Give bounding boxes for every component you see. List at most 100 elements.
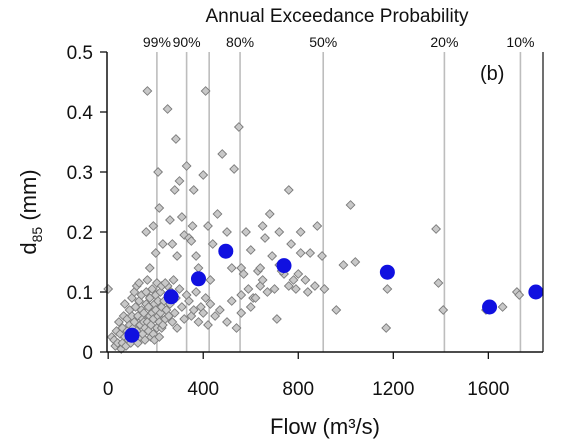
observed-point — [302, 287, 313, 297]
y-tick-label: 0 — [82, 343, 93, 364]
observed-point — [187, 221, 198, 231]
y-tick-label: 0.1 — [67, 283, 93, 304]
observed-point — [433, 278, 444, 288]
observed-point — [172, 251, 183, 261]
observed-point — [300, 275, 311, 285]
observed-point — [382, 284, 393, 294]
observed-point — [157, 239, 168, 249]
observed-point — [174, 176, 185, 186]
observed-point — [193, 263, 204, 273]
observed-point — [245, 302, 256, 312]
observed-point — [305, 248, 316, 258]
observed-point — [257, 275, 268, 285]
observed-point — [169, 185, 180, 195]
observed-point — [176, 302, 187, 312]
observed-point — [200, 293, 211, 303]
observed-point — [193, 317, 204, 327]
observed-point — [295, 248, 306, 258]
observed-point — [160, 278, 171, 288]
mean-point — [163, 289, 179, 305]
observed-point — [176, 212, 187, 222]
x-axis-label: Flow (m³/s) — [270, 414, 380, 439]
probability-label: 50% — [309, 34, 337, 50]
observed-point — [309, 281, 320, 291]
observed-point — [191, 251, 202, 261]
y-axis-label: d85 (mm) — [16, 169, 45, 254]
observed-point — [153, 167, 164, 177]
observed-point — [226, 263, 237, 273]
x-tick-label: 0 — [103, 379, 114, 400]
observed-point — [154, 203, 165, 213]
observed-point — [165, 215, 175, 225]
mean-points — [124, 243, 544, 343]
observed-point — [174, 284, 185, 294]
y-axis-ticks: 0 0.1 0.2 0.3 0.4 0.5 — [67, 43, 107, 364]
probability-label: 80% — [226, 34, 254, 50]
observed-point — [205, 275, 216, 285]
x-tick-label: 1600 — [467, 379, 509, 400]
observed-point — [319, 284, 330, 294]
observed-point — [345, 200, 356, 210]
observed-point — [154, 332, 165, 342]
observed-point — [250, 293, 261, 303]
observed-point — [290, 284, 301, 294]
observed-point — [226, 296, 237, 306]
observed-point — [150, 248, 161, 258]
x-tick-label: 1200 — [372, 379, 414, 400]
observed-point — [203, 221, 213, 231]
observed-point — [179, 314, 190, 324]
observed-point — [198, 308, 209, 318]
observed-point — [514, 290, 525, 300]
mean-point — [190, 271, 206, 287]
observed-point — [113, 317, 124, 327]
observed-point — [274, 227, 285, 237]
observed-point — [283, 185, 294, 195]
probability-labels: 99% 90% 80% 50% 20% 10% — [143, 34, 535, 50]
observed-point — [188, 305, 199, 315]
observed-point — [271, 314, 282, 324]
observed-point — [241, 227, 251, 237]
probability-lines — [156, 52, 522, 352]
observed-point — [200, 86, 211, 96]
observed-point — [267, 251, 278, 261]
observed-point — [312, 221, 323, 231]
observed-point — [222, 227, 232, 237]
observed-point — [255, 263, 266, 273]
observed-point — [167, 239, 178, 249]
observed-point — [260, 233, 270, 243]
observed-point — [257, 221, 268, 231]
observed-point — [288, 275, 299, 285]
y-axis-label-unit: (mm) — [16, 169, 41, 226]
y-tick-label: 0.3 — [67, 163, 93, 184]
y-tick-label: 0.5 — [67, 43, 93, 64]
probability-label: 99% — [143, 34, 171, 50]
observed-point — [188, 185, 199, 195]
observed-point — [148, 221, 159, 231]
observed-point — [198, 170, 209, 180]
observed-point — [170, 134, 181, 144]
observed-point — [162, 104, 173, 114]
observed-point — [203, 320, 213, 330]
observed-point — [350, 257, 361, 267]
y-axis-label-subscript: 85 — [29, 227, 45, 243]
observed-point — [205, 299, 216, 309]
observed-point — [147, 284, 158, 294]
observed-point — [283, 281, 294, 291]
x-tick-label: 800 — [282, 379, 314, 400]
y-tick-label: 0.2 — [67, 223, 93, 244]
observed-point — [168, 275, 179, 285]
observed-point — [212, 209, 223, 219]
observed-point — [236, 290, 247, 300]
observed-point — [103, 284, 114, 294]
observed-point — [186, 311, 197, 321]
observed-point — [338, 260, 349, 270]
observed-point — [119, 299, 130, 309]
observed-point — [184, 296, 194, 306]
observed-point — [233, 122, 244, 132]
panel-label: (b) — [480, 63, 504, 85]
mean-point — [124, 327, 140, 343]
observed-point — [167, 317, 178, 327]
observed-point — [231, 323, 242, 333]
